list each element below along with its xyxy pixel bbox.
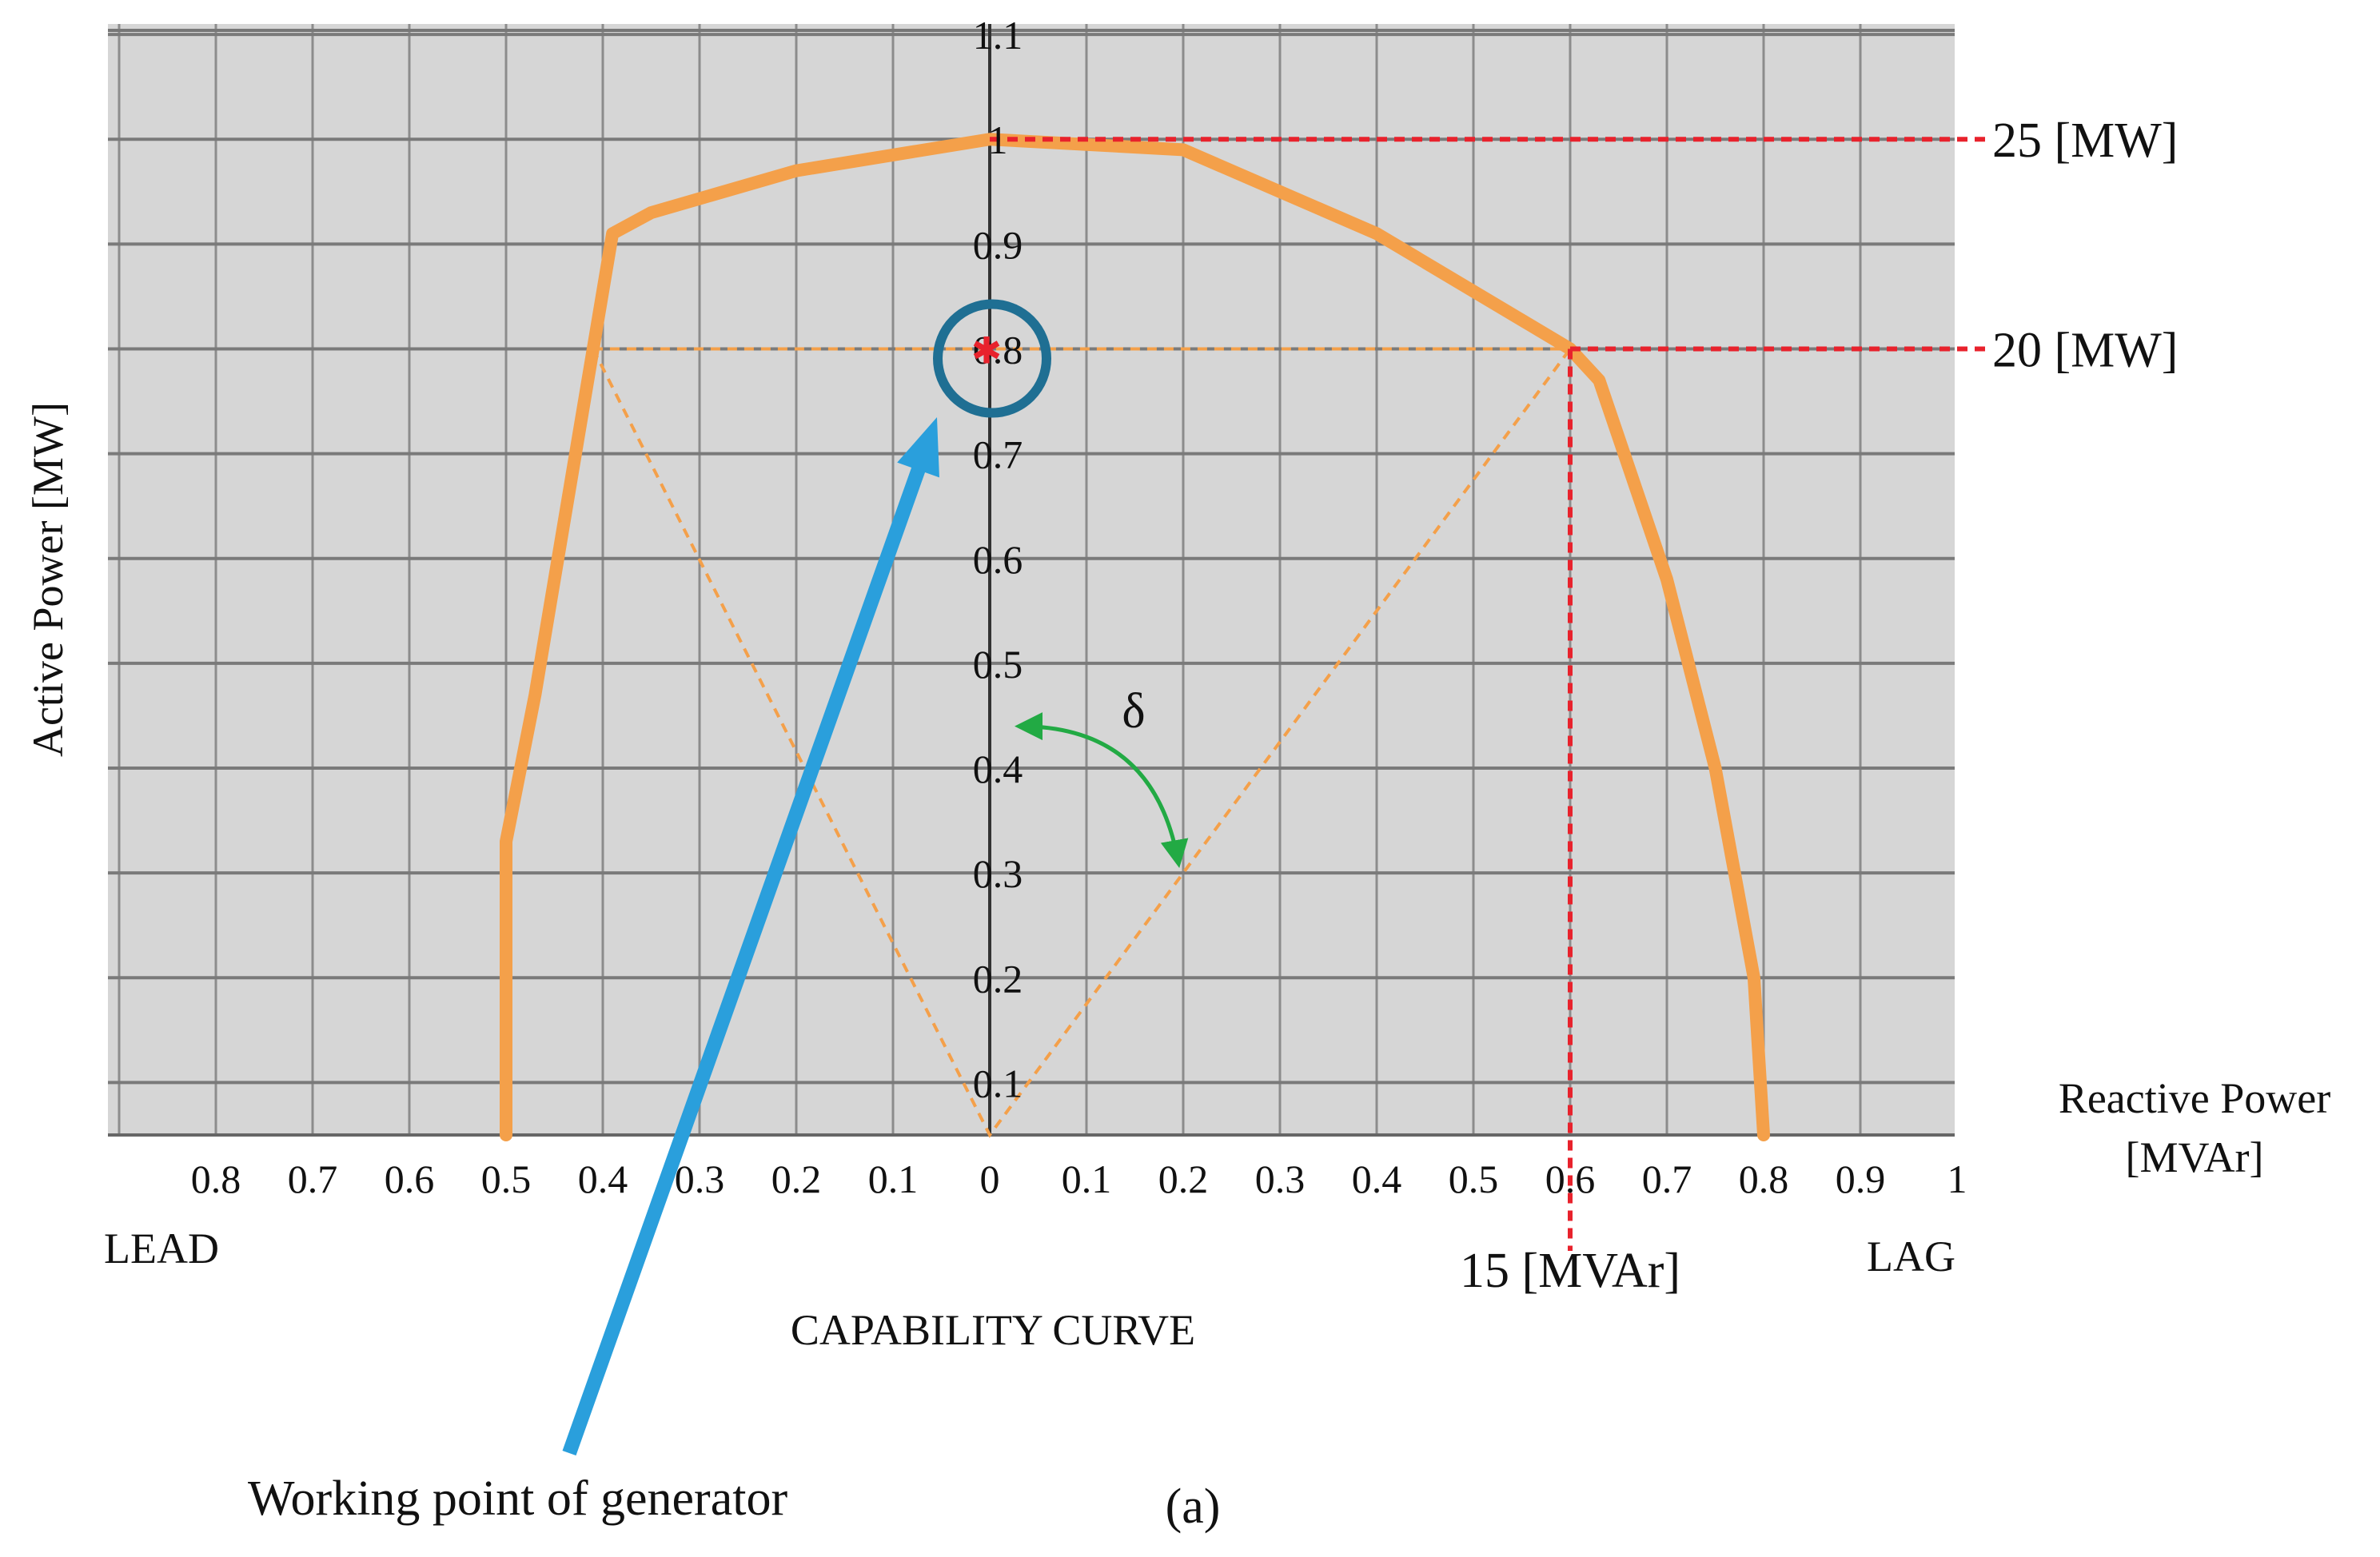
y-tick-labels: 0.1 0.2 0.3 0.4 0.5 0.6 0.7 0.8 0.9 1 1.1: [973, 13, 1023, 1105]
y-tick-label: 0.5: [973, 642, 1023, 687]
x-tick-label-lead: 0.7: [288, 1157, 338, 1201]
x-tick-label-lead: 0.8: [191, 1157, 241, 1201]
capability-curve-line: [500, 133, 1770, 1141]
x-tick-label-lag: 1: [1947, 1157, 1967, 1201]
x-tick-label-lag: 0.2: [1158, 1157, 1209, 1201]
x-tick-label-lag: 0.8: [1739, 1157, 1789, 1201]
y-tick-label: 0.2: [973, 956, 1023, 1001]
p-25-label: 25 [MW]: [1992, 113, 2178, 168]
chart-title: CAPABILITY CURVE: [791, 1306, 1195, 1354]
delta-label: δ: [1122, 684, 1145, 739]
x-tick-label-lag: 0.7: [1642, 1157, 1692, 1201]
working-point-label: Working point of generator: [248, 1471, 787, 1526]
guide-lines: [592, 347, 1572, 1138]
annotations: 25 [MW] 20 [MW] 15 [MVAr] δ ✱ Working po…: [248, 113, 2178, 1526]
y-tick-label: 0.4: [973, 747, 1023, 791]
x-axis-label-line1: Reactive Power: [2059, 1074, 2330, 1122]
lag-label: LAG: [1867, 1232, 1955, 1280]
y-tick-label: 1: [988, 117, 1008, 162]
q-15-label: 15 [MVAr]: [1460, 1244, 1680, 1298]
y-tick-label: 0.3: [973, 851, 1023, 896]
x-tick-label-lag: 0.4: [1352, 1157, 1402, 1201]
x-tick-label-lead: 0.2: [771, 1157, 822, 1201]
p-20-label: 20 [MW]: [1992, 324, 2178, 378]
x-tick-label-lead: 0.4: [578, 1157, 628, 1201]
working-point-circle: [933, 299, 1051, 418]
plot-area: [108, 24, 1955, 1135]
x-tick-label-lag: 0.6: [1545, 1157, 1596, 1201]
x-tick-label-lead: 0.6: [385, 1157, 435, 1201]
y-tick-label: 0.6: [973, 537, 1023, 582]
curve-layer: [500, 133, 1770, 1141]
y-tick-label: 0.7: [973, 432, 1023, 477]
x-tick-labels: 0.8 0.7 0.6 0.5 0.4 0.3 0.2 0.1 0 0.1 0.2 0.3 0.4 0.5…: [191, 1157, 1967, 1201]
y-tick-label: 0.8: [973, 328, 1023, 372]
x-tick-label-lag: 0.9: [1836, 1157, 1886, 1201]
x-tick-label-lag: 0.1: [1062, 1157, 1112, 1201]
working-point-arrow: [562, 417, 939, 1456]
x-tick-label-lag: 0: [980, 1157, 1000, 1201]
y-tick-label: 1.1: [973, 13, 1023, 58]
reference-lines: [990, 137, 1991, 1251]
x-tick-label-lead: 0.5: [481, 1157, 532, 1201]
x-axis-label-line2: [MVAr]: [2126, 1133, 2264, 1181]
working-point-marker: ✱: [971, 331, 1003, 372]
y-tick-label: 0.9: [973, 222, 1023, 267]
panel-label: (a): [1166, 1479, 1221, 1534]
x-tick-label-lead: 0.1: [868, 1157, 919, 1201]
x-tick-label-lag: 0.5: [1449, 1157, 1499, 1201]
x-tick-label-lead: 0.3: [675, 1157, 725, 1201]
lead-label: LEAD: [104, 1224, 219, 1272]
delta-angle-arrow: [1015, 712, 1189, 868]
guide-triangle: [592, 348, 1572, 1138]
x-tick-label-lag: 0.3: [1255, 1157, 1306, 1201]
y-axis-label: Active Power [MW]: [24, 402, 72, 757]
y-tick-label: 0.1: [973, 1061, 1023, 1105]
